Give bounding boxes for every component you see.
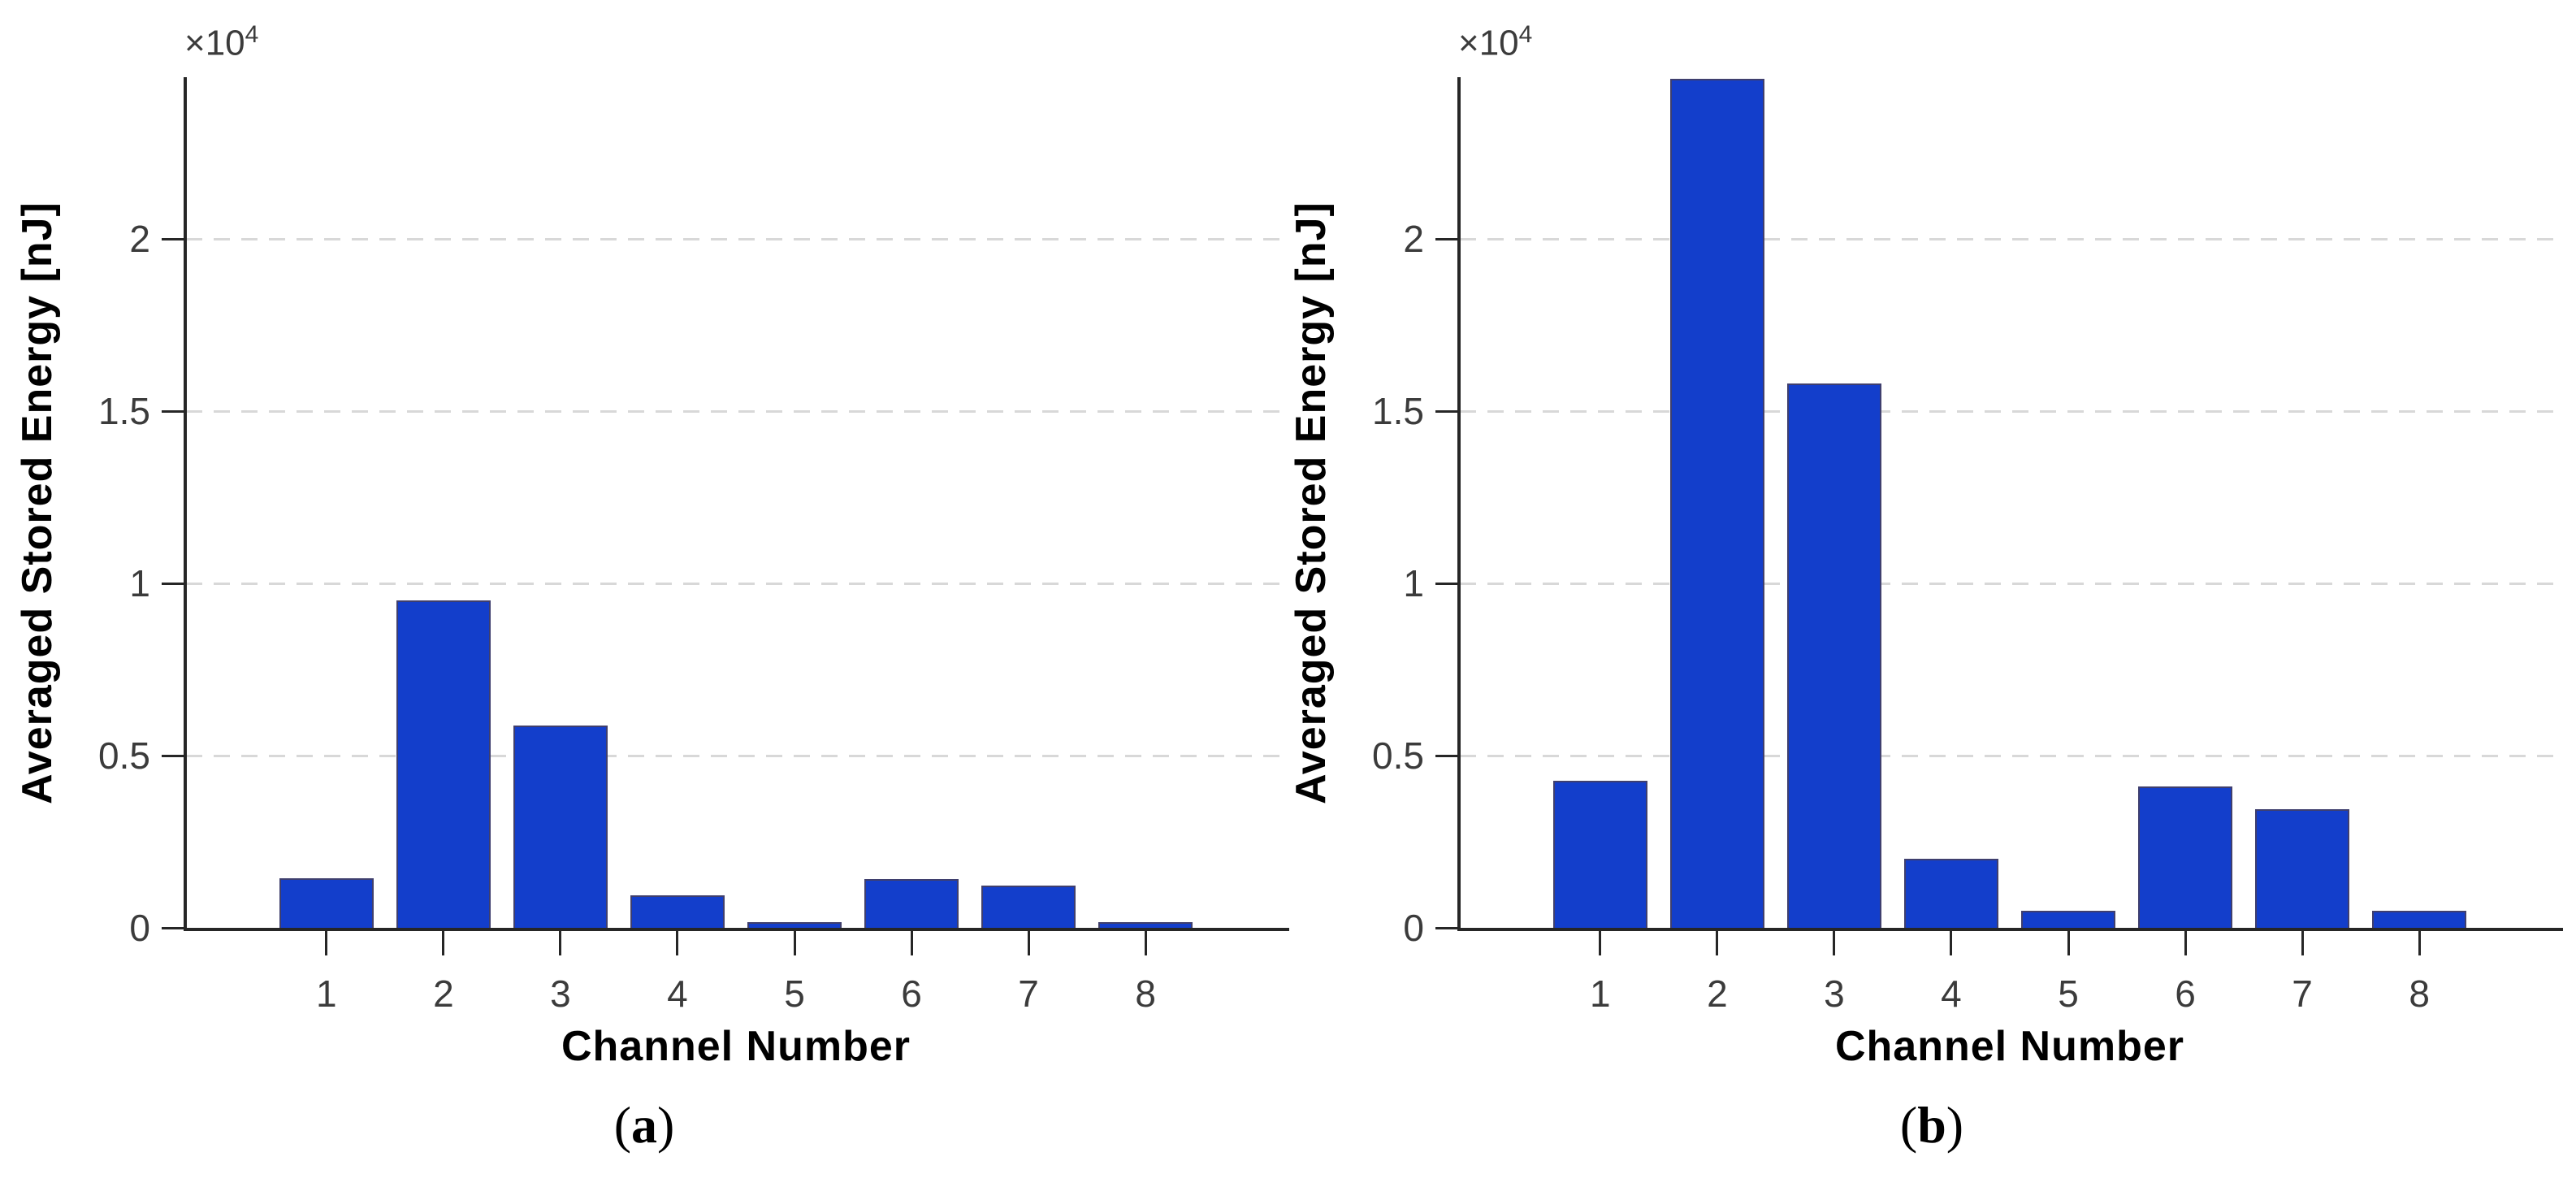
- x-tick: [559, 931, 562, 955]
- y-tick-label: 0: [1403, 907, 1424, 949]
- plot-area-a: [186, 77, 1286, 928]
- bar-channel-7: [2255, 808, 2350, 928]
- x-tick-label: 6: [2175, 973, 2196, 1015]
- x-tick: [1027, 931, 1030, 955]
- x-tick: [1144, 931, 1147, 955]
- bar-channel-6: [864, 878, 959, 928]
- x-tick-label: 4: [667, 973, 688, 1015]
- x-tick-label: 3: [1824, 973, 1845, 1015]
- x-tick: [793, 931, 796, 955]
- y-tick: [162, 582, 186, 585]
- x-tick: [325, 931, 328, 955]
- bar-channel-4: [630, 895, 725, 928]
- y-axis-multiplier-a: ×104: [184, 21, 259, 63]
- y-tick-label: 0.5: [98, 734, 150, 778]
- x-tick-label: 5: [2058, 973, 2079, 1015]
- y-tick: [162, 237, 186, 240]
- x-axis-line: [1457, 928, 2563, 931]
- x-tick: [1950, 931, 1953, 955]
- gridline: [186, 237, 1286, 240]
- y-tick: [162, 754, 186, 757]
- y-tick-label: 0: [129, 907, 150, 949]
- bar-channel-8: [1098, 921, 1193, 928]
- x-axis-label-b: Channel Number: [1834, 1023, 2185, 1070]
- caption-b: (b): [1899, 1096, 1964, 1154]
- y-tick: [1435, 582, 1460, 585]
- gridline: [186, 582, 1286, 585]
- y-tick-label: 1: [1403, 562, 1424, 605]
- x-tick: [2418, 931, 2421, 955]
- gridline: [186, 409, 1286, 413]
- x-tick-label: 7: [1018, 973, 1039, 1015]
- x-tick-label: 2: [1707, 973, 1728, 1015]
- bar-channel-3: [513, 726, 608, 928]
- x-tick: [2067, 931, 2070, 955]
- x-tick: [2301, 931, 2304, 955]
- x-tick: [442, 931, 445, 955]
- y-tick: [162, 409, 186, 413]
- y-tick: [1435, 409, 1460, 413]
- x-tick-label: 1: [316, 973, 337, 1015]
- bar-channel-3: [1786, 383, 1881, 928]
- y-tick-label: 0.5: [1372, 734, 1424, 778]
- y-tick-label: 1.5: [98, 390, 150, 433]
- y-tick: [1435, 926, 1460, 929]
- caption-a: (a): [613, 1096, 675, 1154]
- x-axis-line: [184, 928, 1289, 931]
- bar-channel-1: [279, 877, 374, 928]
- y-tick-label: 2: [1403, 218, 1424, 261]
- y-axis-label-b: Averaged Stored Energy [nJ]: [1288, 201, 1336, 804]
- x-tick-label: 4: [1941, 973, 1962, 1015]
- x-tick-label: 8: [1135, 973, 1156, 1015]
- gridline: [1460, 582, 2560, 585]
- bar-channel-6: [2138, 786, 2233, 928]
- x-tick-label: 2: [433, 973, 454, 1015]
- bar-channel-5: [2021, 910, 2116, 928]
- x-tick-label: 1: [1590, 973, 1611, 1015]
- gridline: [1460, 409, 2560, 413]
- gridline: [1460, 754, 2560, 757]
- bar-channel-7: [981, 885, 1076, 928]
- bar-channel-2: [1669, 79, 1764, 928]
- x-tick: [1599, 931, 1602, 955]
- x-tick-label: 8: [2409, 973, 2430, 1015]
- bar-channel-8: [2372, 910, 2467, 928]
- y-tick-label: 1.5: [1372, 390, 1424, 433]
- x-tick-label: 6: [901, 973, 922, 1015]
- x-tick: [910, 931, 913, 955]
- y-tick: [1435, 754, 1460, 757]
- x-tick-label: 5: [784, 973, 805, 1015]
- x-axis-label-a: Channel Number: [561, 1023, 911, 1070]
- x-tick-label: 3: [550, 973, 571, 1015]
- x-tick: [1833, 931, 1836, 955]
- bar-channel-1: [1552, 781, 1647, 928]
- bar-channel-2: [396, 600, 491, 928]
- y-axis-line: [184, 77, 187, 931]
- y-tick-label: 1: [129, 562, 150, 605]
- y-tick: [1435, 237, 1460, 240]
- x-tick-label: 7: [2292, 973, 2313, 1015]
- y-axis-multiplier-b: ×104: [1458, 21, 1533, 63]
- y-tick: [162, 926, 186, 929]
- bar-channel-4: [1903, 859, 1998, 928]
- x-tick: [1716, 931, 1719, 955]
- x-tick: [676, 931, 679, 955]
- y-axis-label-a: Averaged Stored Energy [nJ]: [14, 201, 62, 804]
- gridline: [186, 754, 1286, 757]
- y-tick-label: 2: [129, 218, 150, 261]
- gridline: [1460, 237, 2560, 240]
- x-tick: [2184, 931, 2187, 955]
- bar-channel-5: [747, 921, 842, 928]
- y-axis-line: [1457, 77, 1461, 931]
